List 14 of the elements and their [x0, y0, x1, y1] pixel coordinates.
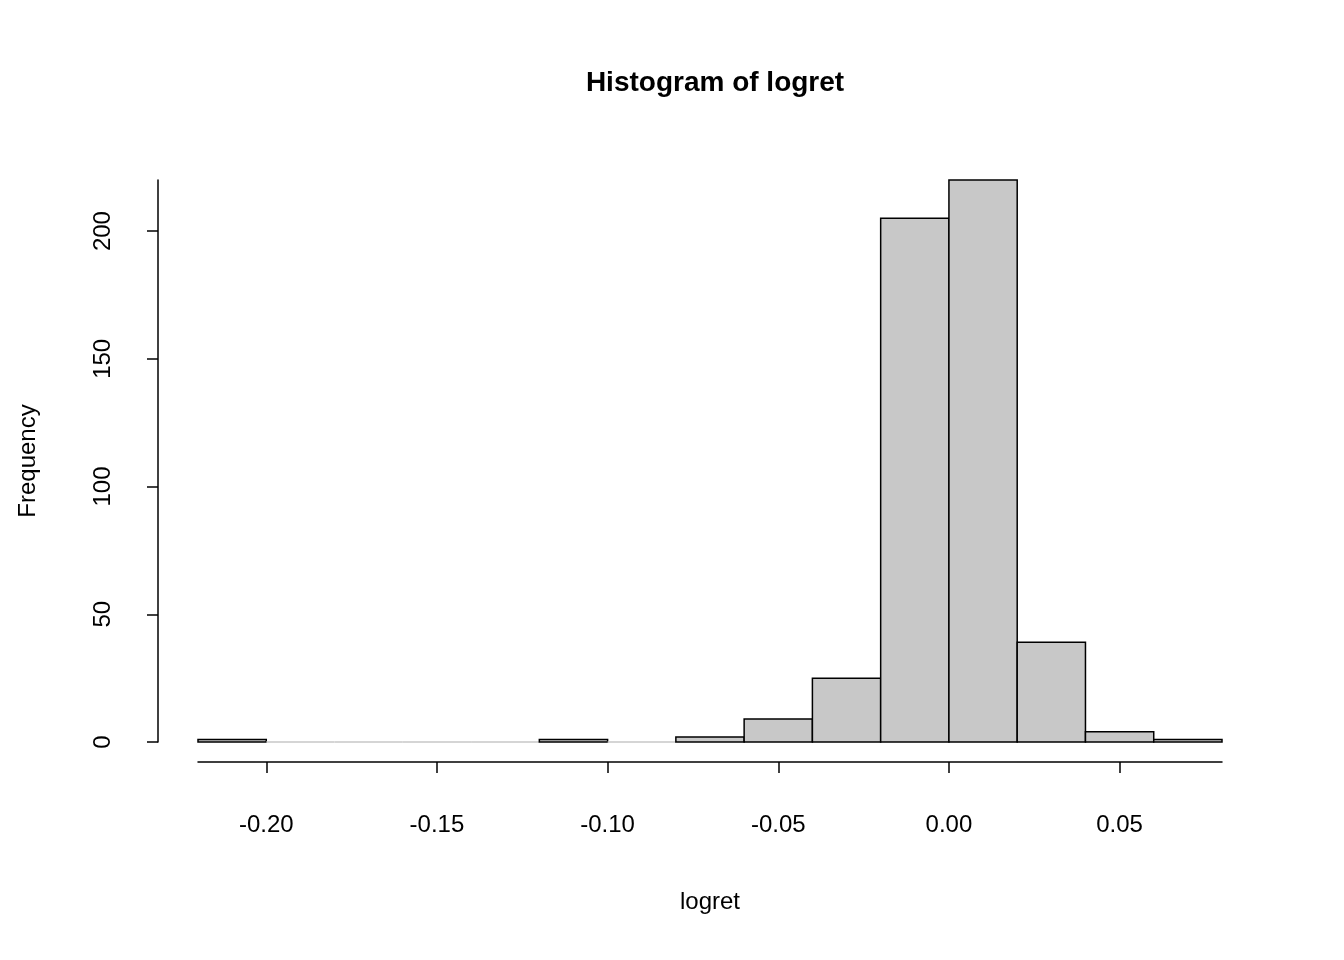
x-tick-label: -0.20 — [238, 809, 294, 837]
y-tick-label: 0 — [87, 735, 115, 749]
y-tick-label: 50 — [87, 600, 115, 628]
x-tick-label: -0.05 — [750, 809, 806, 837]
y-tick-label: 150 — [87, 338, 115, 379]
y-tick-label: 100 — [87, 466, 115, 507]
y-axis-title: Frequency — [12, 404, 40, 518]
x-tick-label: -0.15 — [409, 809, 465, 837]
x-tick-label: 0.00 — [925, 809, 973, 837]
x-axis-title: logret — [679, 886, 741, 914]
chart-title: Histogram of logret — [585, 65, 845, 97]
x-tick-label: 0.05 — [1096, 809, 1143, 837]
x-tick-label: -0.10 — [580, 809, 635, 837]
y-tick-label: 200 — [87, 211, 115, 252]
